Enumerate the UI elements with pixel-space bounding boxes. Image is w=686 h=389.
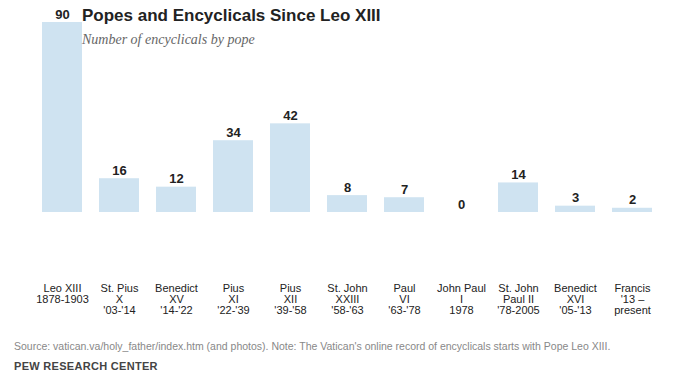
html-text:Number of encyclicals by pope: Number of encyclicals by pope [82,32,255,47]
svg-text:St. JohnXXIII'58-'63: St. JohnXXIII'58-'63 [327,282,367,316]
svg-text:34: 34 [226,125,241,140]
svg-text:16: 16 [112,163,126,178]
svg-text:Francis'13 –present: Francis'13 –present [614,282,651,316]
svg-text:John PaulI1978: John PaulI1978 [437,282,486,316]
svg-text:BenedictXV'14-'22: BenedictXV'14-'22 [155,282,198,316]
svg-text:42: 42 [283,108,297,123]
svg-text:St. PiusX'03-'14: St. PiusX'03-'14 [101,282,139,316]
svg-text:PaulVI'63-'78: PaulVI'63-'78 [388,282,420,316]
svg-text:PiusXII'39-'58: PiusXII'39-'58 [274,282,306,316]
svg-text:PiusXI'22-'39: PiusXI'22-'39 [217,282,249,316]
svg-text:90: 90 [55,7,69,22]
svg-text:0: 0 [458,197,465,212]
svg-text:2: 2 [629,192,636,207]
svg-text:12: 12 [169,171,183,186]
svg-text:St. JohnPaul II'78-2005: St. JohnPaul II'78-2005 [497,282,539,316]
svg-text:Leo XIII1878-1903: Leo XIII1878-1903 [36,282,89,305]
svg-text:8: 8 [344,180,351,195]
html-text:Source: vatican.va/holy_father: Source: vatican.va/holy_father/index.htm… [14,340,611,352]
svg-text:14: 14 [511,167,526,182]
svg-text:7: 7 [401,182,408,197]
svg-text:BenedictXVI'05-'13: BenedictXVI'05-'13 [554,282,597,316]
html-text:Popes and Encyclicals Since Le: Popes and Encyclicals Since Leo XIII [82,6,381,25]
html-text:PEW RESEARCH CENTER: PEW RESEARCH CENTER [14,360,158,372]
svg-text:3: 3 [572,190,579,205]
